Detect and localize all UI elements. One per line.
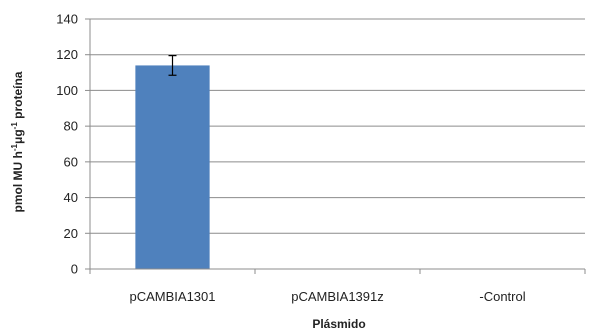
y-tick-label: 140 <box>56 12 78 27</box>
axes <box>85 18 586 274</box>
y-tick-label: 80 <box>64 119 78 134</box>
y-tick-label: 0 <box>71 262 78 277</box>
y-tick-label: 20 <box>64 226 78 241</box>
bars <box>135 55 210 269</box>
x-tick-labels: pCAMBIA1301 pCAMBIA1391z -Control <box>130 289 526 304</box>
y-axis-title-tail: proteína <box>11 71 25 122</box>
y-axis-title: pmol MU h-1μg-1 proteína <box>10 71 25 212</box>
x-tick-label: -Control <box>479 289 525 304</box>
bar-pcambia1301 <box>135 65 210 269</box>
y-axis-title-base: pmol MU h <box>11 151 25 212</box>
y-tick-label: 40 <box>64 190 78 205</box>
x-axis-title: Plásmido <box>312 317 365 331</box>
x-tick-label: pCAMBIA1391z <box>291 289 384 304</box>
x-tick-label: pCAMBIA1301 <box>130 289 216 304</box>
y-tick-label: 60 <box>64 154 78 169</box>
y-axis-title-mid: μg <box>11 129 25 144</box>
y-tick-label: 100 <box>56 83 78 98</box>
y-axis-title-sup2: -1 <box>10 122 19 130</box>
y-tick-label: 120 <box>56 47 78 62</box>
y-axis-title-sup1: -1 <box>10 143 19 151</box>
y-tick-labels: 0 20 40 60 80 100 120 140 <box>56 12 78 277</box>
